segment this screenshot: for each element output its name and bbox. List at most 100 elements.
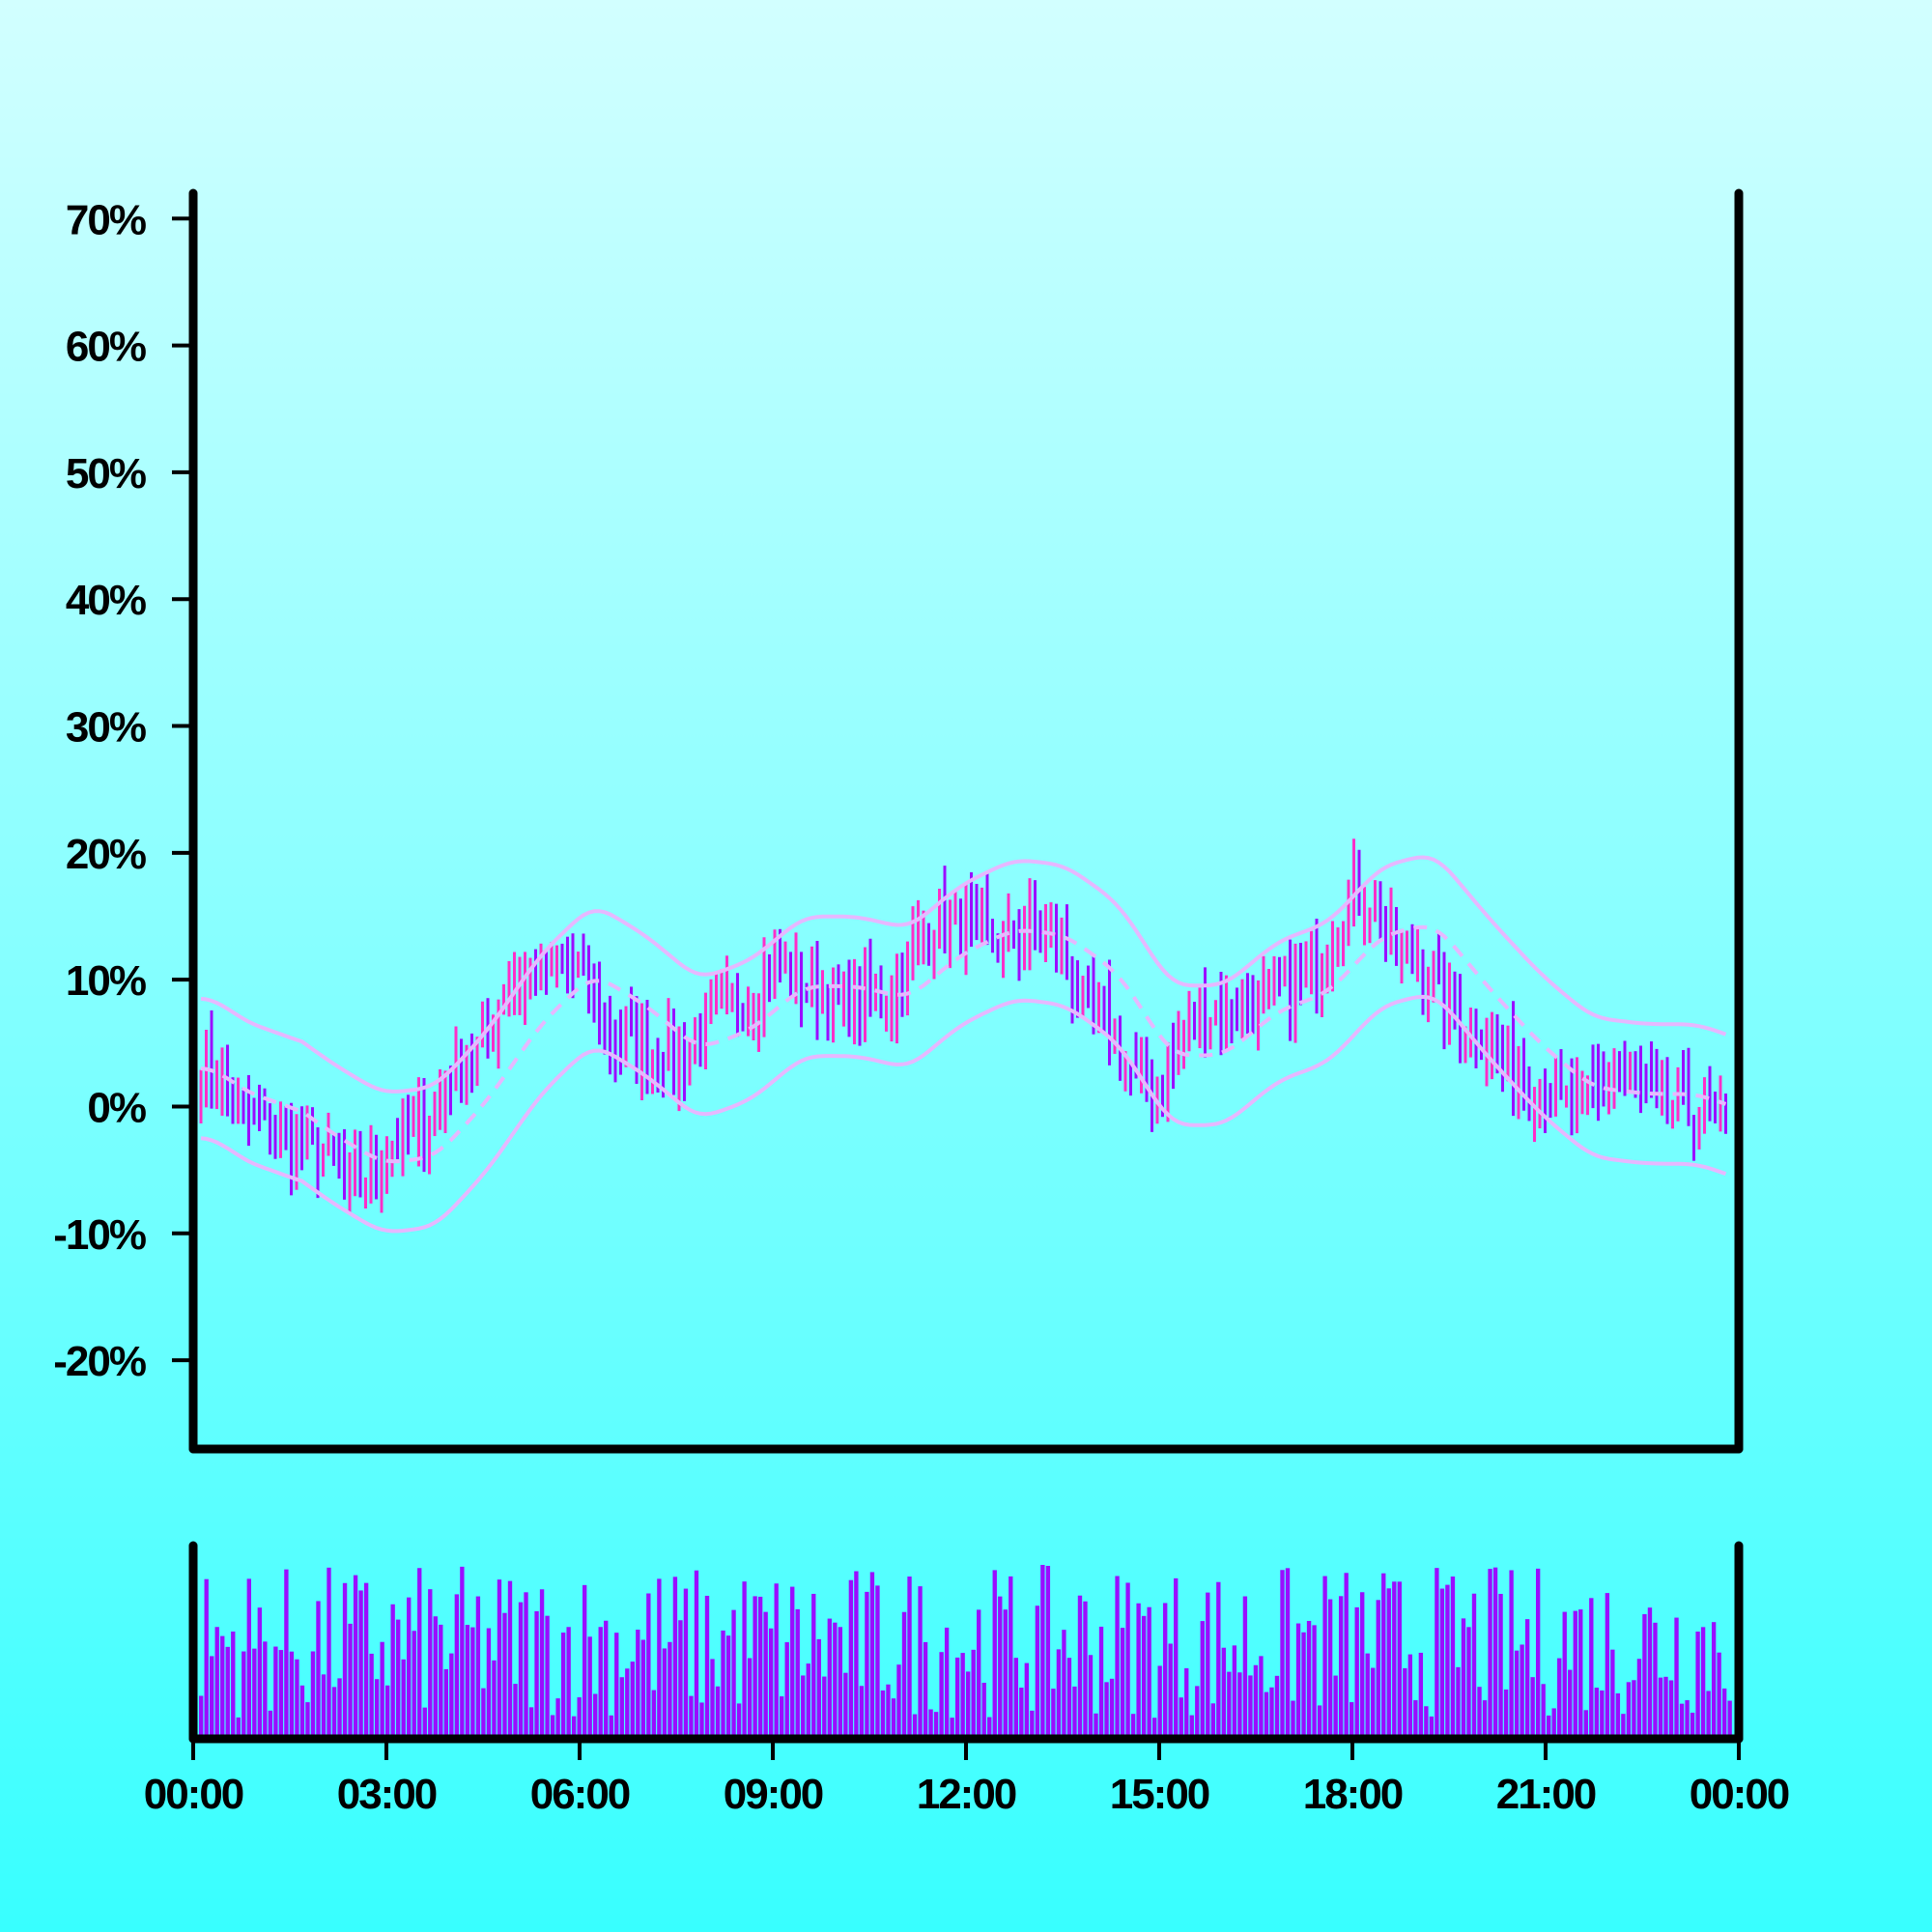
volume-bar (454, 1594, 460, 1735)
volume-bar (780, 1696, 784, 1735)
volume-bar (534, 1610, 539, 1735)
x-tick-label: 15:00 (1110, 1771, 1209, 1818)
volume-bar (768, 1628, 774, 1735)
lower-band (200, 994, 1727, 1234)
volume-bar (939, 1652, 944, 1735)
volume-bar (1333, 1675, 1338, 1735)
volume-bar (977, 1609, 981, 1735)
volume-bar (199, 1695, 204, 1735)
volume-bar (1695, 1632, 1700, 1735)
volume-bar (353, 1575, 358, 1735)
volume-bar (710, 1659, 715, 1735)
volume-bar (1690, 1712, 1695, 1735)
volume-bar (598, 1627, 603, 1735)
y-tick-label: 20% (66, 831, 146, 878)
volume-bar (725, 1635, 731, 1735)
volume-bar (1547, 1715, 1551, 1735)
volume-bar (502, 1612, 507, 1735)
volume-bar (348, 1623, 353, 1735)
volume-bar (657, 1578, 662, 1735)
y-tick-label: 60% (66, 324, 146, 371)
volume-bar (981, 1682, 986, 1735)
volume-bar (433, 1616, 438, 1735)
volume-bar (944, 1627, 950, 1735)
volume-bar (869, 1572, 875, 1735)
volume-bar (1280, 1570, 1285, 1735)
volume-bar (214, 1627, 219, 1735)
volume-bar (1600, 1690, 1605, 1735)
volume-bar (1248, 1675, 1253, 1735)
volume-bar (1727, 1700, 1732, 1735)
volume-bar (1109, 1678, 1115, 1735)
y-axis: -20% -10% 0% 10% 20% 30% 40% 50% 60% 70% (53, 196, 193, 1385)
volume-bar (827, 1618, 832, 1735)
volume-bar (672, 1577, 678, 1735)
volume-bar (1492, 1567, 1498, 1735)
volume-bar (1125, 1582, 1130, 1735)
volume-bar (1104, 1682, 1109, 1735)
volume-bar (492, 1660, 497, 1735)
volume-bar (1163, 1603, 1168, 1735)
volume-bar (822, 1676, 827, 1735)
volume-bar (1711, 1622, 1717, 1735)
volume-bar (1291, 1700, 1295, 1735)
volume-bar (1040, 1565, 1045, 1735)
volume-bar (246, 1578, 251, 1735)
y-tick-label: 10% (66, 957, 146, 1005)
volume-bar (1157, 1665, 1162, 1735)
volume-bar (1269, 1687, 1274, 1735)
x-axis: 00:00 03:00 06:00 09:00 12:00 15:00 18:00 21:00… (144, 1739, 1791, 1818)
volume-bar (225, 1646, 230, 1735)
volume-bar (252, 1648, 257, 1735)
volume-bar (1098, 1626, 1104, 1735)
volume-bar (1147, 1606, 1151, 1735)
volume-bar (550, 1715, 555, 1735)
volume-bar (625, 1668, 630, 1735)
volume-bar (1232, 1645, 1237, 1735)
volume-bar (1594, 1688, 1599, 1735)
volume-bar (396, 1619, 401, 1735)
x-tick-label: 00:00 (1690, 1771, 1789, 1818)
volume-bar (971, 1649, 976, 1735)
volume-bar (1115, 1576, 1120, 1735)
volume-bar (1295, 1623, 1301, 1735)
volume-bar (1216, 1581, 1221, 1735)
volume-bar (1237, 1672, 1242, 1735)
x-tick-label: 21:00 (1496, 1771, 1596, 1818)
volume-bar (747, 1658, 753, 1735)
volume-bar (236, 1717, 241, 1735)
volume-bar (1679, 1703, 1685, 1735)
volume-bar (640, 1639, 646, 1735)
volume-bar (1403, 1667, 1407, 1735)
volume-bar (1562, 1611, 1567, 1735)
volume-bar (1530, 1677, 1535, 1735)
volume-bar (907, 1577, 912, 1735)
volume-bar (715, 1686, 721, 1735)
volume-bar (1242, 1596, 1248, 1735)
volume-bar (763, 1611, 768, 1735)
volume-bar (1285, 1568, 1291, 1735)
volume-bar (1301, 1632, 1306, 1735)
volume-bar (1253, 1664, 1259, 1735)
volume-bar (1429, 1716, 1435, 1735)
volume-bar (736, 1703, 742, 1735)
volume-bar (1674, 1617, 1679, 1735)
volume-bar (806, 1663, 810, 1735)
volume-bar (833, 1622, 838, 1735)
volume-bar (1365, 1653, 1370, 1735)
volume-bar (449, 1653, 454, 1735)
volume-bar (486, 1628, 492, 1735)
volume-bar (636, 1629, 640, 1735)
volume-bar (1509, 1570, 1514, 1735)
volume-bar (1179, 1697, 1183, 1735)
volume-bar (268, 1710, 273, 1735)
volume-bar (593, 1693, 598, 1735)
volume-bar (1450, 1576, 1456, 1735)
volume-bar (1621, 1714, 1626, 1735)
volume-bar (1578, 1609, 1583, 1735)
volume-bar (1551, 1708, 1556, 1735)
x-tick-label: 06:00 (530, 1771, 630, 1818)
volume-bar (1136, 1603, 1141, 1735)
volume-bar (1306, 1620, 1312, 1735)
